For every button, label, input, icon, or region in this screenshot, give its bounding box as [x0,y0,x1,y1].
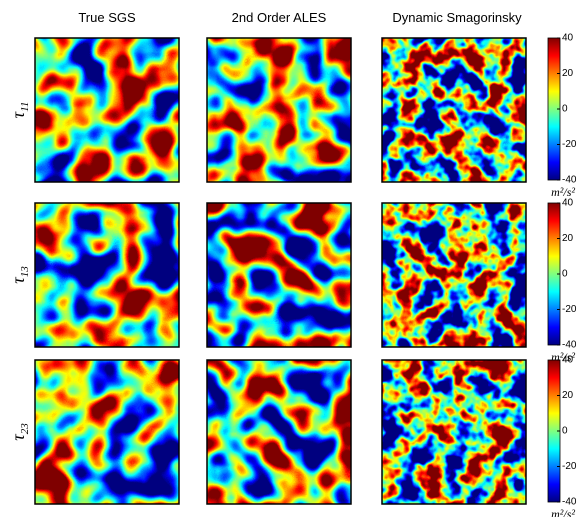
field-panel [35,203,179,347]
row-label: τ13 [8,266,31,284]
colorbar-tick-label: -40 [562,340,577,351]
figure: True SGS 2nd Order ALES Dynamic Smagorinsk… [0,0,581,517]
row-subscript: 23 [19,423,31,435]
colorbar-label: m²/s² [551,507,575,517]
column-title: Dynamic Smagorinsky [392,10,522,25]
colorbar-tick-label: 40 [562,33,574,44]
colorbar-tick-label: 0 [562,104,568,115]
column-title: True SGS [78,10,136,25]
field-panel [207,360,351,504]
row-subscript: 11 [19,102,31,112]
field-panel [35,360,179,504]
colorbar-tick-label: -20 [562,139,577,150]
field-panel [382,38,526,182]
colorbar-tick-label: 40 [562,198,574,209]
row-label: τ23 [8,423,31,441]
colorbar-tick-label: 20 [562,390,574,401]
colorbar-tick-label: -20 [562,461,577,472]
colorbar-tick-label: -20 [562,304,577,315]
field-panel [207,38,351,182]
field-panel [35,38,179,182]
field-panel [382,360,526,504]
colorbar-tick-label: 40 [562,355,574,366]
field-panel [382,203,526,347]
row-label: τ11 [8,102,31,119]
colorbar-tick-label: 0 [562,426,568,437]
colorbar-tick-label: 0 [562,269,568,280]
column-title: 2nd Order ALES [232,10,327,25]
colorbar-tick-label: 20 [562,68,574,79]
field-panel [207,203,351,347]
row-subscript: 13 [19,266,31,278]
colorbar-tick-label: 20 [562,233,574,244]
colorbar-tick-label: -40 [562,175,577,186]
colorbar-tick-label: -40 [562,497,577,508]
